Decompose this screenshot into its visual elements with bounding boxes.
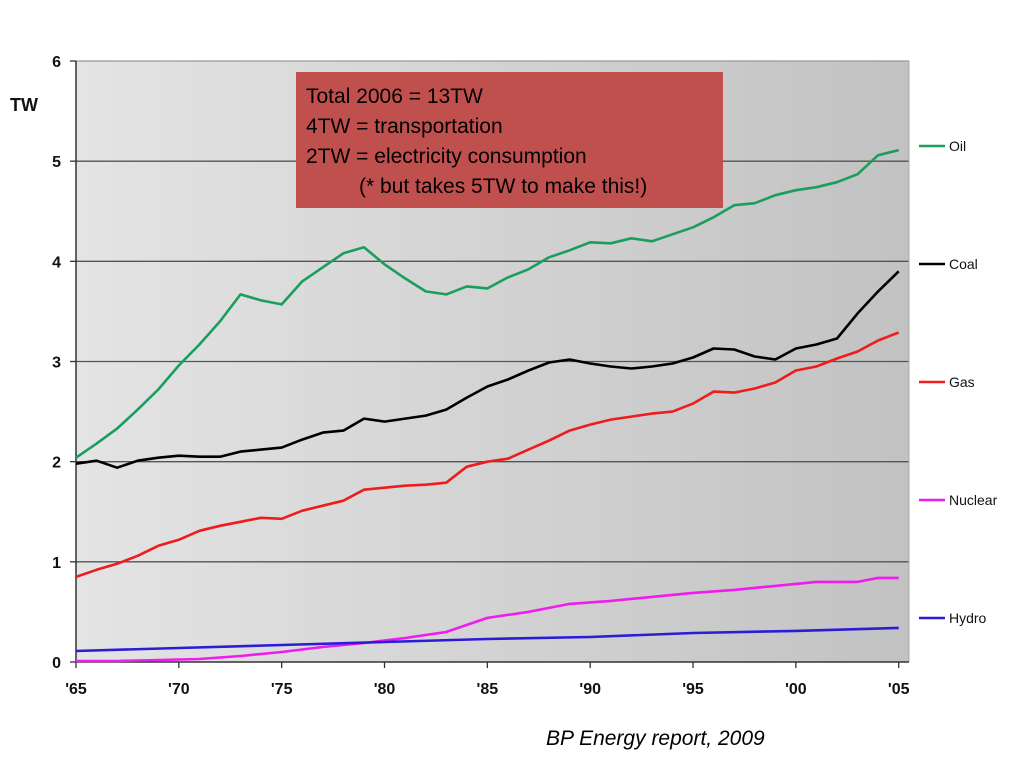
source-note: BP Energy report, 2009 [546,727,765,750]
x-tick-label: '90 [579,681,601,698]
x-tick-label: '80 [374,681,396,698]
x-tick-label: '85 [477,681,499,698]
annotation-line: 4TW = transportation [306,115,503,138]
x-tick-label: '05 [888,681,910,698]
x-tick-label: '70 [168,681,190,698]
series-line-oil [75,148,900,459]
annotation-line: Total 2006 = 13TW [306,85,483,108]
y-tick-label: 5 [52,154,61,171]
legend-label-oil: Oil [949,138,966,154]
series-line-hydro [75,626,899,653]
x-axis: '65 '70 '75 '80 '85 '90 '95 '00 '05 [65,661,910,698]
legend-label-nuclear: Nuclear [949,492,998,508]
series-line-gas [75,331,900,579]
y-tick-label: 1 [52,555,61,572]
legend-label-gas: Gas [949,374,975,390]
y-axis-label: TW [10,95,38,115]
x-tick-label: '75 [271,681,293,698]
x-tick-label: '95 [682,681,704,698]
y-axis: 0 1 2 3 4 5 6 [52,54,77,672]
y-tick-label: 3 [52,355,61,372]
legend-label-hydro: Hydro [949,610,987,626]
series-line-nuclear [76,576,899,663]
annotation-line: (* but takes 5TW to make this!) [359,175,648,198]
y-tick-label: 6 [52,54,61,71]
series-lines [75,148,900,663]
x-tick-label: '00 [785,681,807,698]
annotation-line: 2TW = electricity consumption [306,145,587,168]
y-tick-label: 0 [52,655,61,672]
legend: Oil Coal Gas Nuclear Hydro [919,138,998,626]
annotation-box: Total 2006 = 13TW 4TW = transportation 2… [296,72,723,208]
y-tick-label: 4 [52,254,61,271]
legend-label-coal: Coal [949,256,978,272]
y-tick-label: 2 [52,455,61,472]
x-tick-label: '65 [65,681,87,698]
series-line-coal [75,270,900,470]
